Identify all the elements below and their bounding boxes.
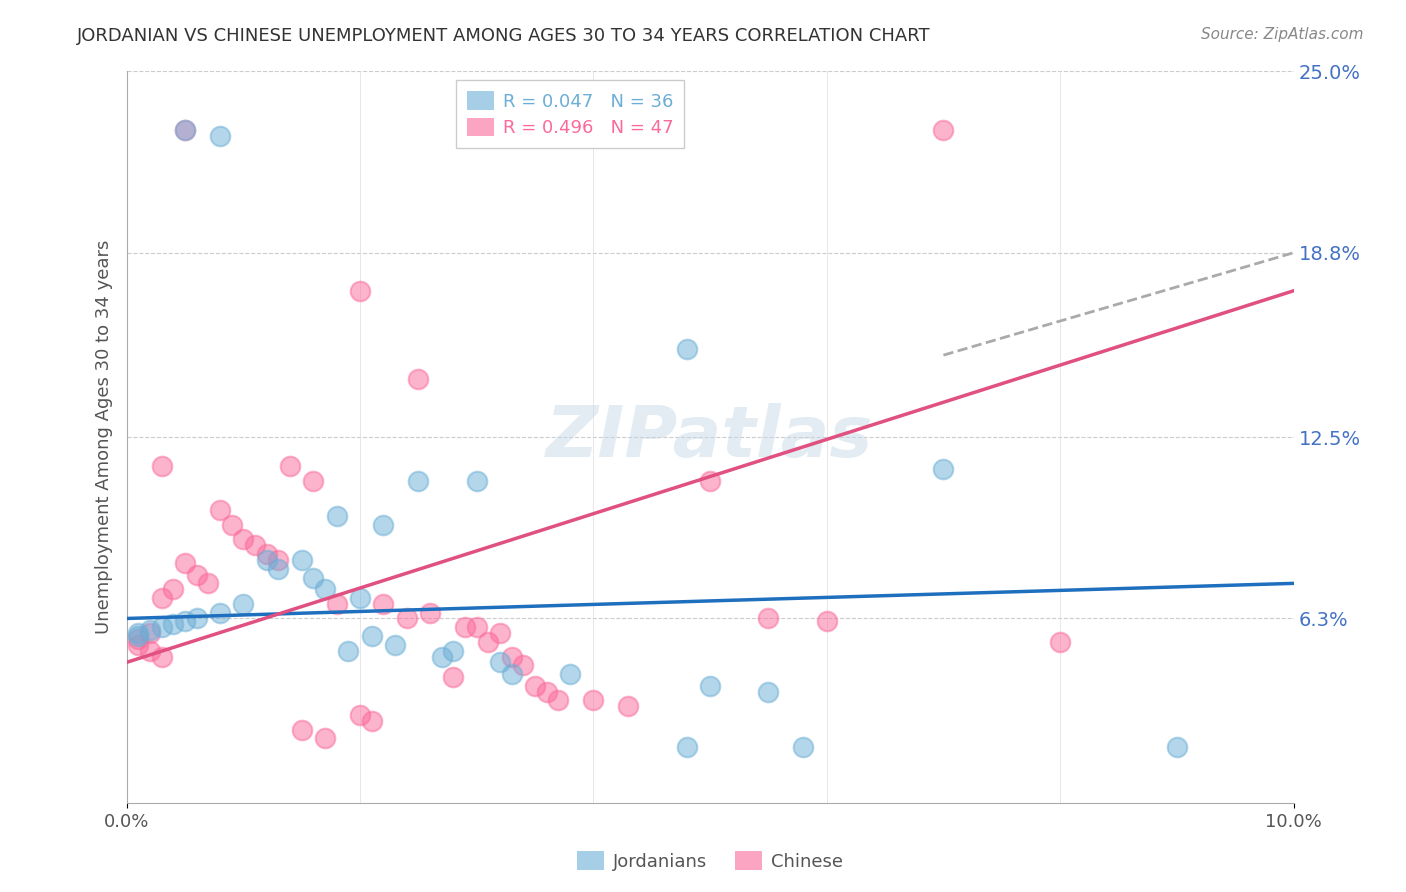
- Chinese: [536, 684, 558, 698]
- Chinese: [127, 638, 149, 652]
- Chinese: [221, 517, 243, 532]
- Jordanians: [932, 462, 955, 476]
- Chinese: [349, 708, 371, 723]
- Jordanians: [232, 597, 254, 611]
- Jordanians: [302, 570, 325, 584]
- Jordanians: [208, 128, 231, 143]
- Chinese: [489, 626, 512, 640]
- Jordanians: [408, 474, 430, 488]
- Jordanians: [675, 740, 697, 755]
- Jordanians: [290, 553, 312, 567]
- Chinese: [395, 611, 418, 625]
- Chinese: [419, 606, 441, 620]
- Jordanians: [675, 343, 697, 357]
- Jordanians: [162, 617, 184, 632]
- Chinese: [617, 699, 640, 714]
- Chinese: [582, 693, 605, 707]
- Chinese: [197, 576, 219, 591]
- Jordanians: [699, 679, 721, 693]
- Chinese: [267, 553, 290, 567]
- Chinese: [477, 635, 499, 649]
- Chinese: [1049, 635, 1071, 649]
- Chinese: [756, 611, 779, 625]
- Text: JORDANIAN VS CHINESE UNEMPLOYMENT AMONG AGES 30 TO 34 YEARS CORRELATION CHART: JORDANIAN VS CHINESE UNEMPLOYMENT AMONG …: [77, 27, 931, 45]
- Chinese: [547, 693, 569, 707]
- Legend: Jordanians, Chinese: Jordanians, Chinese: [567, 840, 853, 881]
- Chinese: [408, 371, 430, 385]
- Chinese: [174, 556, 197, 570]
- Jordanians: [558, 667, 581, 681]
- Chinese: [815, 615, 838, 629]
- Jordanians: [208, 606, 231, 620]
- Chinese: [932, 123, 955, 137]
- Chinese: [524, 679, 547, 693]
- Jordanians: [174, 615, 197, 629]
- Chinese: [360, 714, 382, 728]
- Jordanians: [792, 740, 814, 755]
- Chinese: [150, 649, 173, 664]
- Jordanians: [127, 626, 149, 640]
- Jordanians: [349, 591, 371, 605]
- Chinese: [127, 632, 149, 646]
- Jordanians: [186, 611, 208, 625]
- Text: Source: ZipAtlas.com: Source: ZipAtlas.com: [1201, 27, 1364, 42]
- Jordanians: [501, 667, 523, 681]
- Chinese: [349, 284, 371, 298]
- Chinese: [139, 626, 162, 640]
- Jordanians: [756, 684, 779, 698]
- Chinese: [150, 459, 173, 474]
- Jordanians: [139, 623, 162, 637]
- Chinese: [232, 533, 254, 547]
- Chinese: [174, 123, 197, 137]
- Chinese: [256, 547, 278, 561]
- Jordanians: [360, 629, 382, 643]
- Jordanians: [430, 649, 453, 664]
- Jordanians: [256, 553, 278, 567]
- Jordanians: [314, 582, 336, 597]
- Chinese: [302, 474, 325, 488]
- Chinese: [373, 597, 395, 611]
- Chinese: [208, 503, 231, 517]
- Jordanians: [1166, 740, 1188, 755]
- Chinese: [441, 670, 464, 684]
- Chinese: [454, 620, 477, 634]
- Chinese: [465, 620, 488, 634]
- Jordanians: [337, 643, 360, 657]
- Text: ZIPatlas: ZIPatlas: [547, 402, 873, 472]
- Chinese: [512, 658, 534, 673]
- Chinese: [162, 582, 184, 597]
- Chinese: [325, 597, 347, 611]
- Jordanians: [174, 123, 197, 137]
- Jordanians: [127, 629, 149, 643]
- Chinese: [314, 731, 336, 746]
- Jordanians: [465, 474, 488, 488]
- Jordanians: [325, 509, 347, 524]
- Chinese: [186, 567, 208, 582]
- Jordanians: [373, 517, 395, 532]
- Chinese: [278, 459, 301, 474]
- Jordanians: [489, 656, 512, 670]
- Y-axis label: Unemployment Among Ages 30 to 34 years: Unemployment Among Ages 30 to 34 years: [94, 240, 112, 634]
- Chinese: [150, 591, 173, 605]
- Chinese: [290, 723, 312, 737]
- Chinese: [501, 649, 523, 664]
- Jordanians: [384, 638, 406, 652]
- Jordanians: [150, 620, 173, 634]
- Chinese: [139, 643, 162, 657]
- Chinese: [699, 474, 721, 488]
- Chinese: [243, 538, 266, 552]
- Jordanians: [441, 643, 464, 657]
- Jordanians: [267, 562, 290, 576]
